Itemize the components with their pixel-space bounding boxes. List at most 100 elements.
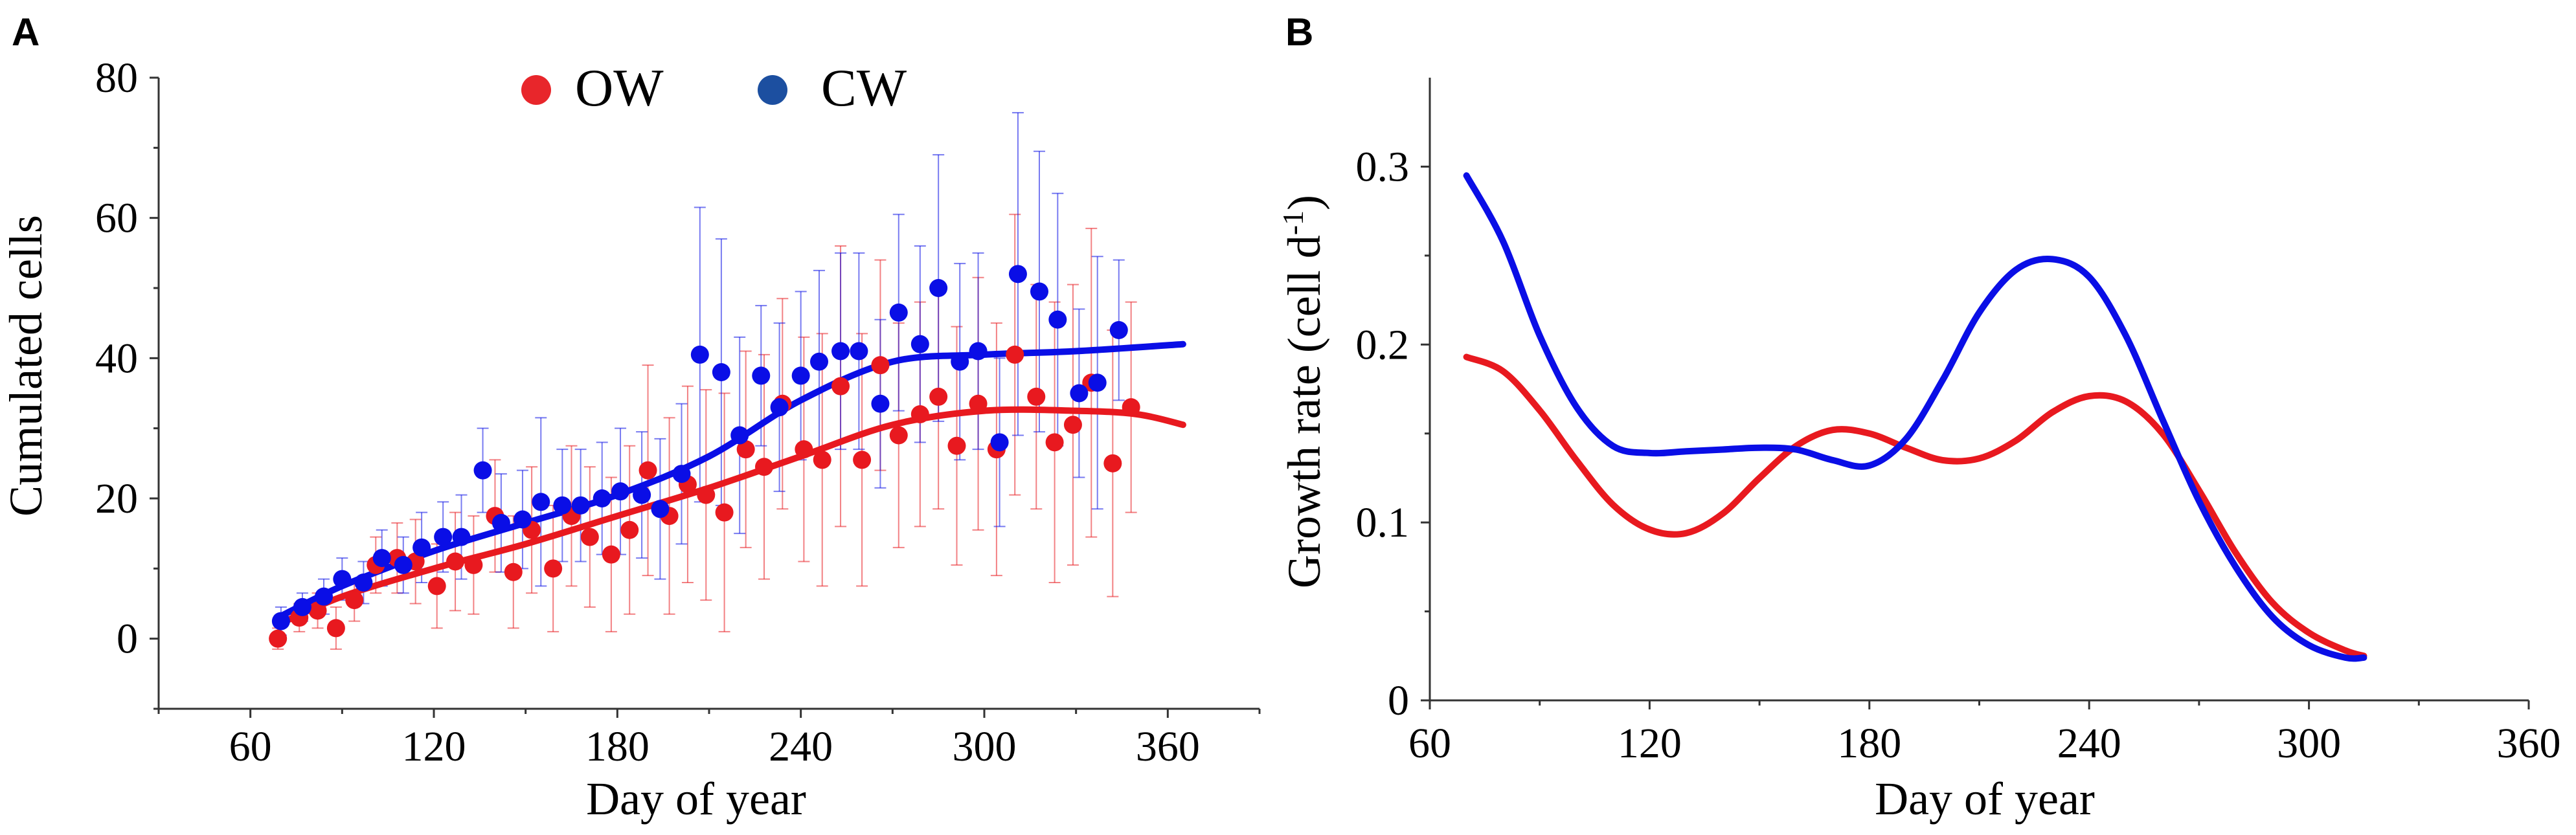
data-point-cw (730, 426, 749, 445)
data-point-ow (326, 619, 345, 638)
data-point-ow (602, 545, 620, 564)
data-point-ow (795, 440, 813, 459)
data-point-cw (1008, 265, 1027, 284)
data-point-ow (308, 601, 327, 620)
data-point-cw (712, 363, 730, 381)
panel-b-x-axis-title: Day of year (1875, 773, 2095, 825)
data-point-cw (412, 538, 431, 557)
data-point-ow (580, 528, 599, 546)
data-point-cw (553, 496, 572, 515)
data-point-cw (1088, 373, 1107, 392)
panel-a-x-tick-label: 360 (1136, 723, 1200, 770)
data-point-cw (513, 510, 532, 529)
data-point-cw (850, 342, 868, 361)
panel-a-y-tick-label: 20 (95, 475, 138, 522)
data-point-cw (571, 496, 590, 515)
data-point-ow (947, 436, 966, 455)
data-point-cw (271, 612, 290, 630)
panel-a-x-tick-label: 300 (953, 723, 1017, 770)
panel-a: A OW CW 60 120 180 240 300 360 0 20 40 60 80 Day o… (0, 10, 1261, 825)
panel-b: B 60 120 180 240 300 360 0 0.1 0.2 0.3 Day of yea… (1276, 10, 2561, 825)
data-point-ow (736, 440, 755, 459)
growth-line-cw (1463, 172, 2367, 662)
data-point-ow (889, 426, 908, 445)
panel-a-x-tick-label: 120 (402, 723, 466, 770)
data-point-cw (1030, 282, 1048, 301)
panel-b-x-tick-label: 240 (2057, 720, 2121, 767)
panel-a-y-tick-label: 80 (95, 54, 138, 102)
data-point-cw (969, 342, 988, 361)
data-point-ow (813, 451, 831, 469)
data-point-cw (372, 549, 391, 568)
panel-b-x-tick-label: 60 (1408, 720, 1451, 767)
panel-a-ticks: 60 120 180 240 300 360 0 20 40 60 80 (95, 54, 1261, 770)
data-point-cw (871, 394, 890, 413)
panel-b-y-tick-label: 0 (1388, 677, 1409, 724)
panel-b-x-tick-label: 360 (2497, 720, 2561, 767)
data-point-cw (690, 345, 709, 364)
data-point-ow (345, 591, 364, 610)
panel-a-label: A (12, 10, 40, 54)
data-point-cw (293, 597, 311, 616)
data-point-ow (1006, 345, 1024, 364)
panel-b-lines (1463, 172, 2367, 662)
panel-b-y-axis-title-end: ) (1278, 195, 1330, 210)
legend-cw-label: CW (821, 58, 907, 117)
panel-a-fit-lines (275, 340, 1186, 628)
panel-a-x-tick-label: 180 (585, 723, 650, 770)
panel-b-axes (1429, 78, 2529, 702)
data-point-cw (315, 587, 333, 606)
data-point-cw (611, 482, 630, 501)
data-point-cw (910, 335, 929, 353)
data-point-ow (1122, 398, 1140, 417)
data-point-cw (354, 573, 373, 592)
data-point-ow (871, 356, 890, 375)
panel-a-y-tick-label: 0 (117, 616, 138, 663)
data-point-ow (697, 485, 716, 504)
panel-b-y-tick-label: 0.2 (1356, 321, 1410, 368)
data-point-ow (755, 458, 773, 476)
panel-a-points (269, 265, 1140, 648)
data-point-cw (752, 366, 771, 385)
data-point-cw (473, 461, 492, 480)
data-point-ow (544, 559, 563, 578)
legend-cw-marker (758, 75, 787, 105)
data-point-ow (969, 394, 988, 413)
data-point-ow (853, 451, 872, 469)
data-point-ow (1045, 433, 1064, 452)
data-point-ow (929, 387, 948, 406)
data-point-ow (269, 629, 288, 648)
panel-b-y-axis-title: Growth rate (cell d-1) (1276, 195, 1330, 588)
panel-b-x-tick-label: 180 (1837, 720, 1901, 767)
data-point-cw (491, 513, 510, 532)
data-point-cw (929, 279, 948, 297)
panel-a-y-axis-title: Cumulated cells (0, 215, 52, 517)
legend-ow-label: OW (575, 58, 664, 117)
panel-b-y-axis-title-main: Growth rate (cell d (1278, 235, 1330, 588)
data-point-ow (715, 503, 734, 522)
data-point-ow (1103, 454, 1122, 473)
panel-a-legend: OW CW (521, 58, 907, 117)
data-point-cw (770, 398, 789, 417)
data-point-ow (427, 577, 446, 596)
panel-a-x-axis-title: Day of year (586, 773, 806, 825)
panel-b-y-axis-title-sup: -1 (1276, 210, 1309, 235)
data-point-cw (810, 352, 828, 371)
data-point-cw (889, 303, 908, 322)
data-point-ow (910, 405, 929, 423)
data-point-ow (638, 461, 657, 480)
growth-line-ow (1463, 353, 2367, 660)
data-point-ow (1063, 416, 1082, 434)
legend-ow-marker (521, 75, 551, 105)
panel-b-ticks: 60 120 180 240 300 360 0 0.1 0.2 0.3 (1356, 143, 2561, 767)
panel-b-y-tick-label: 0.3 (1356, 143, 1410, 190)
panel-b-x-tick-label: 300 (2277, 720, 2341, 767)
data-point-ow (831, 377, 850, 395)
data-point-cw (434, 528, 453, 546)
data-point-ow (620, 520, 639, 539)
data-point-cw (333, 570, 352, 588)
data-point-cw (532, 493, 550, 511)
data-point-ow (1027, 387, 1046, 406)
data-point-cw (951, 352, 969, 371)
